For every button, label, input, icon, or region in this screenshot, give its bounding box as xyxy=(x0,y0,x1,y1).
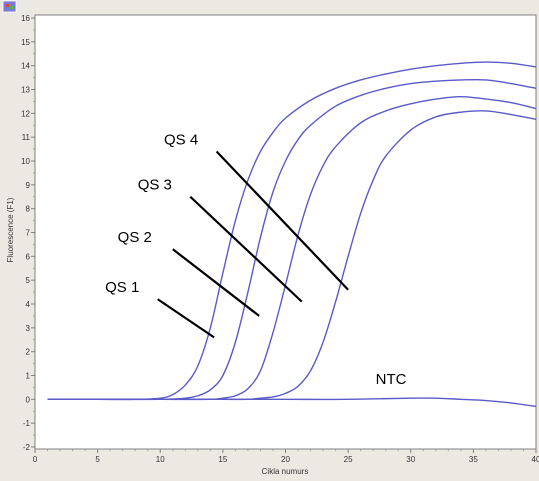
pointer-line-qs-4 xyxy=(215,150,349,291)
series-line-qs-4 xyxy=(47,61,537,401)
pointer-line-qs-1 xyxy=(157,298,215,339)
series-line-ntc xyxy=(47,397,537,408)
annotation-label-qs-1: QS 1 xyxy=(105,279,139,296)
annotation-label-qs-2: QS 2 xyxy=(118,229,152,246)
series-line-qs-3 xyxy=(47,78,537,401)
x-tick-label: 25 xyxy=(344,455,353,464)
x-axis-title: Cikla numurs xyxy=(262,467,309,476)
x-tick-label: 5 xyxy=(95,455,100,464)
y-tick-label: 15 xyxy=(21,38,30,47)
annotation-label-ntc: NTC xyxy=(376,371,407,388)
x-axis: 0 5 10 15 20 25 30 35 40 xyxy=(33,449,539,464)
pointer-line-qs-3 xyxy=(189,195,303,303)
y-tick-label: 10 xyxy=(21,157,30,166)
y-tick-label: -2 xyxy=(23,443,31,452)
x-tick-label: 40 xyxy=(532,455,539,464)
y-tick-label: 16 xyxy=(21,14,30,23)
y-tick-label: 4 xyxy=(26,300,31,309)
plot-frame xyxy=(34,14,537,450)
x-tick-label: 30 xyxy=(406,455,415,464)
pointer-line-qs-2 xyxy=(172,248,260,317)
y-tick-label: 13 xyxy=(21,86,30,95)
annotation-label-qs-3: QS 3 xyxy=(138,177,172,194)
x-tick-label: 15 xyxy=(218,455,227,464)
y-axis-title: Fluorescence (F1) xyxy=(6,197,15,262)
y-tick-label: 7 xyxy=(26,229,31,238)
app-icon xyxy=(2,0,17,13)
y-tick-label: 1 xyxy=(26,372,31,381)
y-tick-label: 8 xyxy=(26,205,31,214)
y-tick-label: 5 xyxy=(26,276,31,285)
y-tick-label: 14 xyxy=(21,62,30,71)
y-tick-label: 12 xyxy=(21,109,30,118)
x-tick-label: 10 xyxy=(156,455,165,464)
annotation-layer: QS 4 QS 3 QS 2 QS 1 NTC xyxy=(105,131,407,388)
y-tick-label: 3 xyxy=(26,324,31,333)
y-tick-label: 2 xyxy=(26,348,31,357)
x-tick-label: 0 xyxy=(33,455,38,464)
series-layer xyxy=(47,61,537,408)
y-tick-label: 11 xyxy=(22,133,31,142)
y-tick-label: 9 xyxy=(26,181,31,190)
annotation-label-qs-4: QS 4 xyxy=(164,131,198,148)
y-tick-label: -1 xyxy=(23,419,31,428)
y-tick-label: 6 xyxy=(26,252,31,261)
y-tick-label: 0 xyxy=(26,395,31,404)
x-tick-label: 35 xyxy=(469,455,478,464)
x-tick-label: 20 xyxy=(281,455,290,464)
